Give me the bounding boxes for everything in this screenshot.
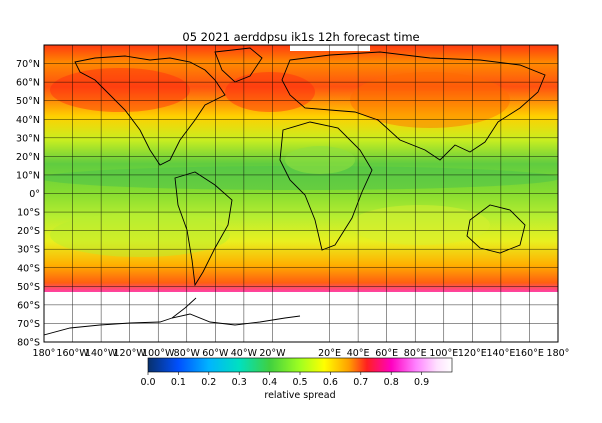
- colorbar-tick-label: 0.6: [323, 377, 338, 388]
- field-sahara-green: [285, 146, 355, 174]
- lat-tick-label: 50°N: [16, 96, 40, 107]
- lat-tick-label: 70°N: [16, 59, 40, 70]
- coast-greenland: [214, 47, 263, 83]
- field-nodata-antarctica: [44, 292, 558, 342]
- coast-antarctica: [44, 313, 301, 336]
- colorbar-tick-label: 0.4: [262, 377, 277, 388]
- field-tropical-band: [44, 166, 558, 190]
- colorbar-ticks: 0.0 0.1 0.2 0.3 0.4 0.5 0.6 0.7 0.8 0.9: [140, 372, 429, 388]
- colorbar-tick-label: 0.8: [384, 377, 399, 388]
- lat-tick-label: 50°S: [17, 282, 40, 293]
- lon-tick-label: 160°E: [515, 348, 544, 359]
- colorbar-tick-label: 0.3: [232, 377, 247, 388]
- lon-tick-label: 120°E: [458, 348, 487, 359]
- coast-south-america: [174, 171, 233, 287]
- lon-tick-label: 40°E: [347, 348, 370, 359]
- map-frame: [43, 44, 559, 343]
- lat-tick-label: 10°S: [17, 208, 40, 219]
- lat-tick-label: 40°S: [17, 263, 40, 274]
- field-nodata-arctic: [290, 45, 370, 51]
- lat-tick-label: 60°S: [17, 300, 40, 311]
- lat-tick-label: 70°S: [17, 319, 40, 330]
- lon-tick-label: 80°E: [404, 348, 427, 359]
- field-north-pacific-high: [50, 68, 190, 112]
- colorbar-tick-label: 0.0: [140, 377, 155, 388]
- colorbar-label: relative spread: [264, 390, 335, 401]
- latitude-labels: 70°N 60°N 50°N 40°N 30°N 20°N 10°N 0° 10°S 20°S 30…: [16, 59, 40, 348]
- field-indian-ocean: [350, 205, 490, 245]
- coast-north-america: [74, 55, 226, 166]
- field-north-atlantic-high: [225, 72, 315, 112]
- lon-tick-label: 140°W: [85, 348, 118, 359]
- map-title: 05 2021 aerddpsu ik1s 12h forecast time: [182, 30, 420, 44]
- coast-australia: [466, 204, 526, 254]
- lon-tick-label: 20°E: [318, 348, 341, 359]
- lon-tick-label: 100°W: [142, 348, 175, 359]
- lat-tick-label: 40°N: [16, 115, 40, 126]
- lon-tick-label: 100°E: [429, 348, 458, 359]
- lat-tick-label: 30°N: [16, 133, 40, 144]
- graticule: [43, 45, 559, 343]
- lat-tick-label: 60°N: [16, 78, 40, 89]
- field-asia-high: [350, 72, 510, 128]
- field-south-pacific: [50, 213, 230, 257]
- colorbar: 0.0 0.1 0.2 0.3 0.4 0.5 0.6 0.7 0.8 0.9 relative …: [140, 357, 453, 401]
- coast-europe-asia: [281, 51, 546, 161]
- colorbar-tick-label: 0.5: [292, 377, 307, 388]
- lat-tick-label: 80°S: [17, 338, 40, 349]
- colorbar-tick-label: 0.9: [414, 377, 429, 388]
- colorbar-tick-label: 0.1: [171, 377, 186, 388]
- lon-tick-label: 120°W: [114, 348, 147, 359]
- lon-tick-label: 180°: [33, 348, 56, 359]
- lon-tick-label: 60°W: [202, 348, 229, 359]
- lat-tick-label: 0°: [29, 189, 40, 200]
- coastlines: [44, 47, 546, 336]
- colorbar-tick-label: 0.2: [201, 377, 216, 388]
- colorbar-gradient: [147, 357, 453, 373]
- lat-tick-label: 20°S: [17, 226, 40, 237]
- lon-tick-label: 160°W: [56, 348, 89, 359]
- colorbar-tick-label: 0.7: [353, 377, 368, 388]
- lon-tick-label: 20°W: [259, 348, 286, 359]
- lon-tick-label: 60°E: [375, 348, 398, 359]
- coast-africa: [279, 121, 373, 251]
- coast-antarctic-peninsula: [171, 297, 197, 319]
- lat-tick-label: 20°N: [16, 152, 40, 163]
- lon-tick-label: 140°E: [486, 348, 515, 359]
- lon-tick-label: 80°W: [174, 348, 201, 359]
- lon-tick-label: 180°: [547, 348, 570, 359]
- lat-tick-label: 30°S: [17, 245, 40, 256]
- lat-tick-label: 10°N: [16, 170, 40, 181]
- lon-tick-label: 40°W: [231, 348, 258, 359]
